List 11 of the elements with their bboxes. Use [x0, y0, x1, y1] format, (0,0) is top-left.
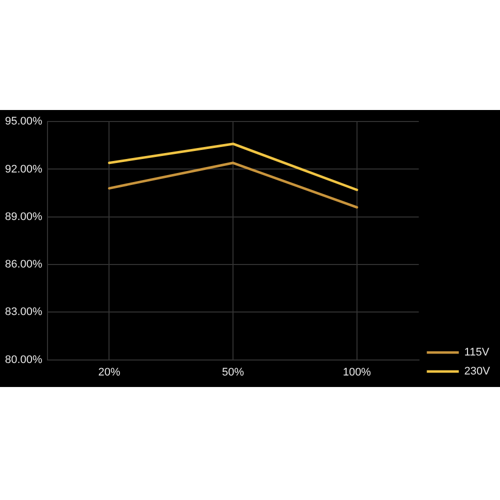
- x-tick-label: 20%: [98, 366, 120, 378]
- y-tick-label: 89.00%: [4, 210, 43, 223]
- y-tick-label: 83.00%: [4, 306, 43, 318]
- legend-label: 115V: [464, 346, 490, 359]
- y-tick-label: 95.00%: [4, 116, 43, 128]
- x-tick-label: 50%: [222, 366, 244, 378]
- y-tick-label: 92.00%: [4, 163, 43, 176]
- y-tick-label: 86.00%: [4, 258, 43, 271]
- x-tick-label: 100%: [342, 366, 372, 378]
- y-tick-label: 80.00%: [4, 354, 43, 366]
- legend-label: 230V: [464, 366, 491, 378]
